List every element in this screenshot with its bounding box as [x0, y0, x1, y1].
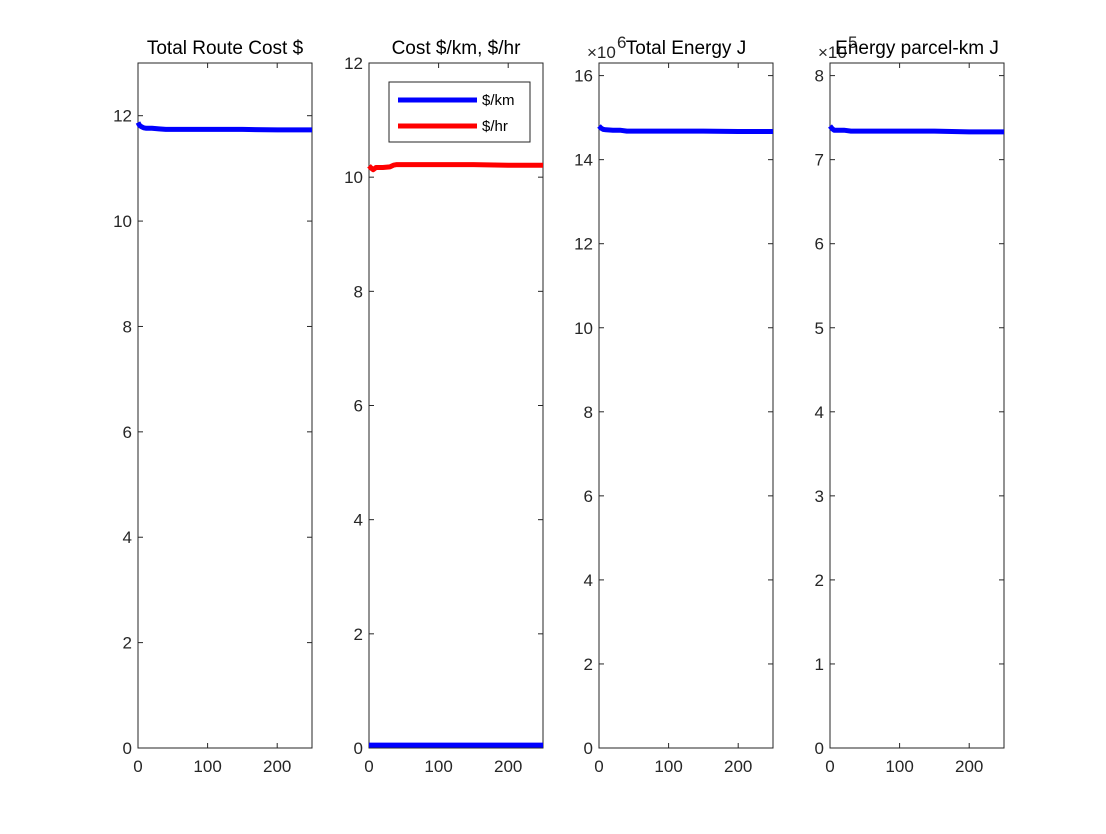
y-tick-label: 8: [123, 317, 132, 336]
y-tick-label: 2: [815, 571, 824, 590]
series-line-1: [597, 124, 773, 134]
x-tick-label: 0: [364, 757, 373, 776]
legend-label: $/km: [482, 92, 515, 109]
y-tick-label: 0: [584, 739, 593, 758]
y-tick-label: 2: [123, 634, 132, 653]
subplot-title: Energy parcel-km J: [835, 38, 999, 59]
x-tick-label: 200: [263, 757, 291, 776]
y-tick-label: 4: [815, 403, 824, 422]
legend-label: $/hr: [482, 118, 508, 135]
series-line-2: [367, 162, 543, 173]
y-tick-label: 1: [815, 655, 824, 674]
legend-box: [388, 81, 531, 143]
y-tick-label: 0: [354, 739, 363, 758]
y-tick-label: 6: [123, 423, 132, 442]
y-tick-label: 7: [815, 151, 824, 170]
x-tick-label: 100: [193, 757, 221, 776]
subplot-title: Total Route Cost $: [147, 38, 304, 59]
y-tick-label: 16: [574, 67, 593, 86]
series-line-1: [828, 124, 1004, 135]
y-tick-label: 4: [354, 511, 363, 530]
axes-box: [829, 62, 1005, 749]
y-tick-label: 10: [113, 212, 132, 231]
y-tick-label: 6: [584, 487, 593, 506]
y-tick-label: 4: [584, 571, 593, 590]
y-tick-label: 4: [123, 528, 132, 547]
y-tick-label: 5: [815, 319, 824, 338]
y-tick-label: 8: [354, 282, 363, 301]
subplot-1: 0 2 4 6 8 10 12 0 100 200 Total Route Cost $: [113, 38, 313, 776]
y-tick-label: 6: [354, 397, 363, 416]
y-tick-label: 0: [123, 739, 132, 758]
x-tick-label: 200: [724, 757, 752, 776]
y-tick-label: 8: [584, 403, 593, 422]
axes-box: [137, 62, 313, 749]
y-tick-label: 10: [574, 319, 593, 338]
x-tick-label: 100: [424, 757, 452, 776]
y-exponent-power: 5: [848, 33, 857, 52]
x-tick-label: 0: [825, 757, 834, 776]
x-tick-label: 0: [594, 757, 603, 776]
x-tick-label: 100: [654, 757, 682, 776]
y-tick-label: 12: [574, 235, 593, 254]
x-tick-label: 100: [885, 757, 913, 776]
y-exponent-power: 6: [617, 33, 626, 52]
y-tick-label: 0: [815, 739, 824, 758]
subplot-title: Cost $/km, $/hr: [392, 38, 521, 59]
y-tick-label: 2: [584, 655, 593, 674]
y-tick-label: 10: [344, 168, 363, 187]
y-tick-label: 2: [354, 625, 363, 644]
y-tick-label: 6: [815, 235, 824, 254]
x-tick-label: 0: [133, 757, 142, 776]
x-tick-label: 200: [494, 757, 522, 776]
y-tick-label: 12: [344, 54, 363, 73]
y-exponent-label: ×10: [587, 43, 616, 62]
series-line-1: [135, 121, 312, 133]
axes-box: [598, 62, 774, 749]
legend: $/km $/hr: [388, 81, 531, 143]
y-exponent-label: ×10: [818, 43, 847, 62]
x-tick-label: 200: [955, 757, 983, 776]
subplot-title: Total Energy J: [626, 38, 746, 59]
subplot-2: 0 2 4 6 8 10 12 0 100 200 Cost $/km, $/hr $/km $/hr: [344, 38, 544, 776]
y-tick-label: 3: [815, 487, 824, 506]
y-tick-label: 8: [815, 67, 824, 86]
y-tick-label: 12: [113, 107, 132, 126]
y-tick-label: 14: [574, 151, 593, 170]
